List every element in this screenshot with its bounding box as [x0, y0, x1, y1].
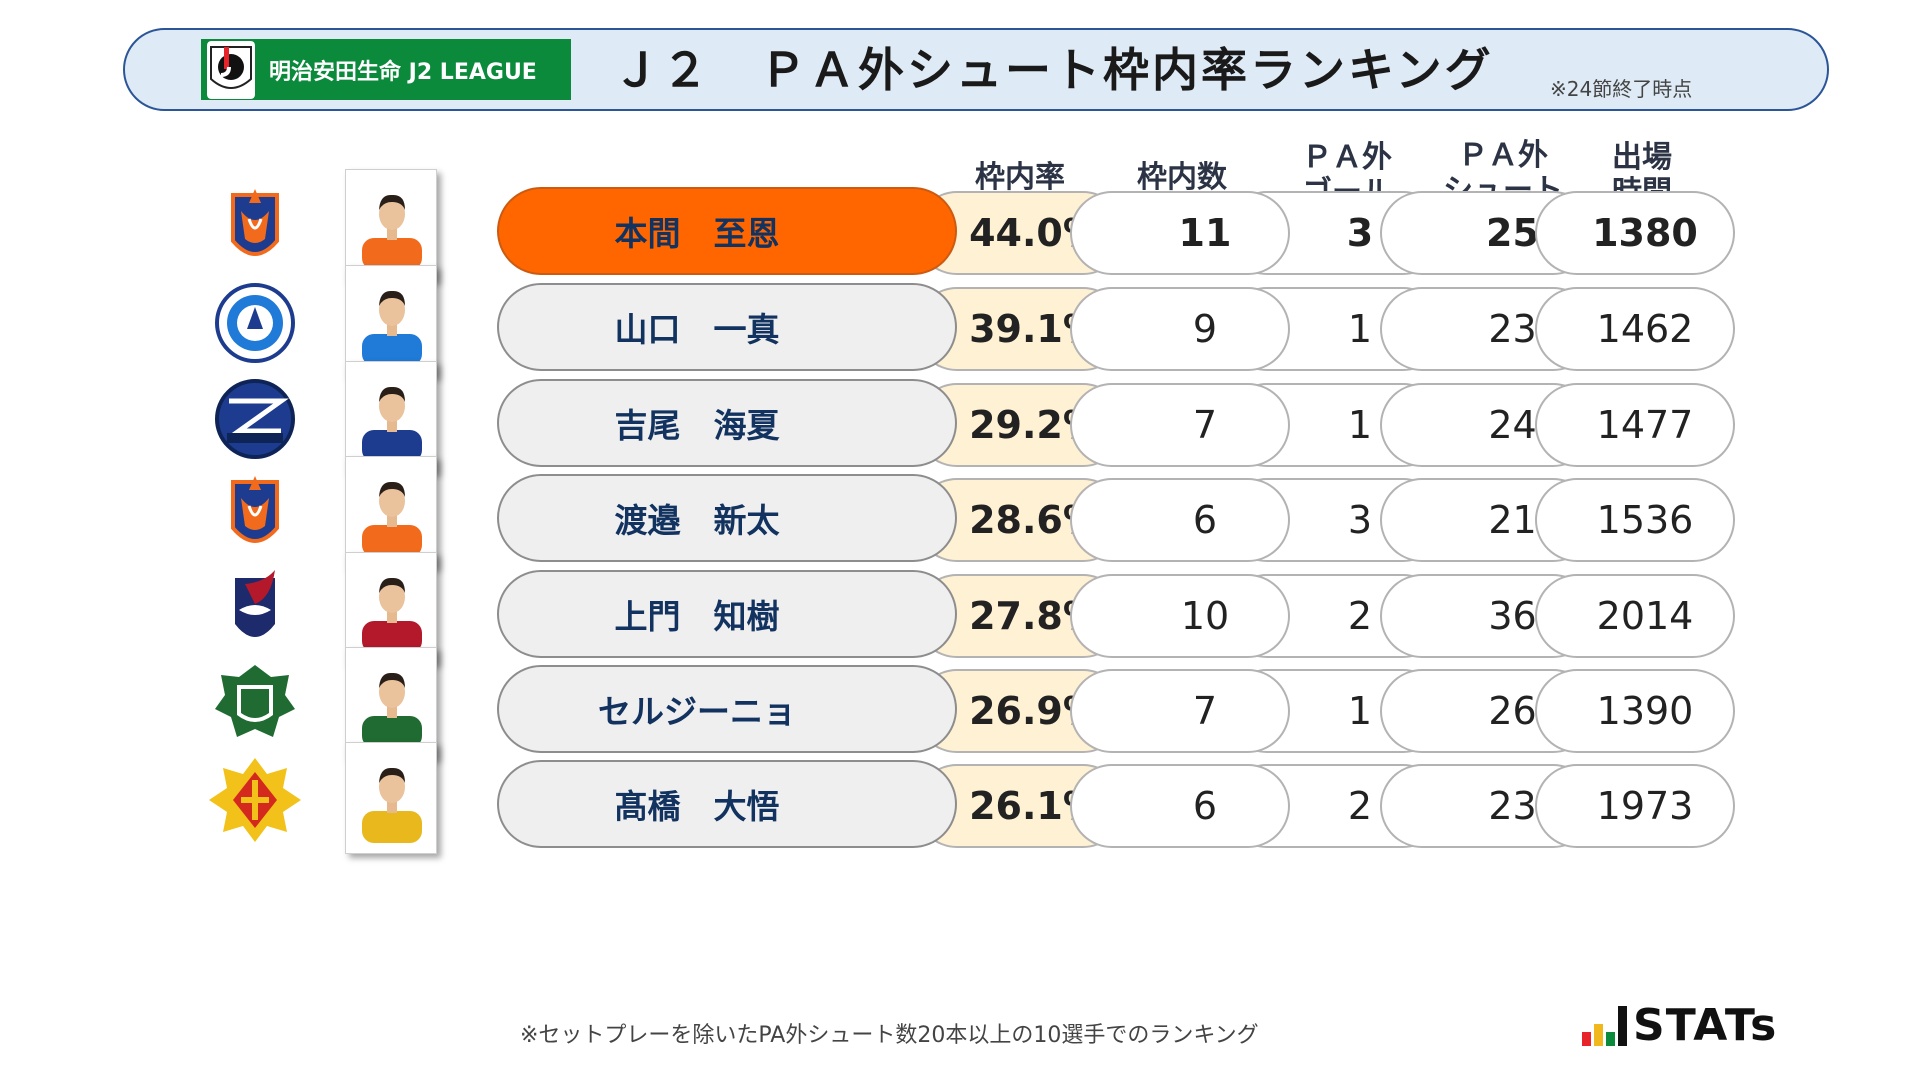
- player-name: 本間 至恩: [497, 187, 957, 275]
- minutes-played: 1973: [1535, 764, 1735, 848]
- stats-bar-icon: [1618, 1006, 1627, 1046]
- player-photo-card: [345, 552, 437, 664]
- player-name: 山口 一真: [497, 283, 957, 371]
- minutes-played: 1380: [1535, 191, 1735, 275]
- stats-logo-bars-icon: [1582, 1006, 1627, 1046]
- minutes-played: 1390: [1535, 669, 1735, 753]
- player-name: 髙橋 大悟: [497, 760, 957, 848]
- on-target-count: 6: [1070, 478, 1290, 562]
- column-header-pa-shots-line1: ＰＡ外: [1458, 138, 1548, 173]
- table-row-4: 渡邉 新太 28.6% 6 3 21 1536: [0, 456, 1920, 568]
- header-banner: 明治安田生命 J2 LEAGUE Ｊ２ ＰＡ外シュート枠内率ランキング ※24節…: [123, 28, 1829, 111]
- player-photo-card: [345, 169, 437, 281]
- table-row-1: 本間 至恩 44.0% 11 3 25 1380: [0, 169, 1920, 281]
- player-photo-card: [345, 265, 437, 377]
- column-header-on-target: 枠内数: [1137, 160, 1227, 195]
- on-target-count: 7: [1070, 383, 1290, 467]
- minutes-played: 1477: [1535, 383, 1735, 467]
- page-title: Ｊ２ ＰＡ外シュート枠内率ランキング: [613, 43, 1494, 97]
- column-header-minutes-line1: 出場: [1612, 140, 1672, 175]
- machida-zelvia-crest-icon: [215, 379, 295, 459]
- on-target-count: 7: [1070, 669, 1290, 753]
- table-row-6: セルジーニョ 26.9% 7 1 26 1390: [0, 647, 1920, 759]
- table-row-7: 髙橋 大悟 26.1% 6 2 23 1973: [0, 742, 1920, 854]
- league-name: 明治安田生命 J2 LEAGUE: [269, 59, 537, 85]
- player-name: セルジーニョ: [497, 665, 957, 753]
- giravanz-kitakyushu-crest-icon: [209, 758, 301, 842]
- league-badge: 明治安田生命 J2 LEAGUE: [201, 39, 571, 100]
- player-name: 渡邉 新太: [497, 474, 957, 562]
- minutes-played: 2014: [1535, 574, 1735, 658]
- fagiano-okayama-crest-icon: [235, 570, 275, 637]
- stats-logo: STATs: [1582, 1000, 1778, 1051]
- player-name: 吉尾 海夏: [497, 379, 957, 467]
- column-header-pa-goals-line1: ＰＡ外: [1302, 140, 1392, 175]
- on-target-count: 11: [1070, 191, 1290, 275]
- stats-bar-icon: [1606, 1032, 1615, 1046]
- player-photo: [358, 469, 426, 557]
- player-photo: [358, 278, 426, 366]
- footnote: ※セットプレーを除いたPA外シュート数20本以上の10選手でのランキング: [520, 1023, 1259, 1048]
- stats-bar-icon: [1582, 1032, 1591, 1046]
- mito-hollyhock-crest-icon: [215, 283, 295, 363]
- albirex-niigata-crest-icon: [231, 189, 279, 256]
- player-photo: [358, 182, 426, 270]
- on-target-count: 10: [1070, 574, 1290, 658]
- stats-bar-icon: [1594, 1024, 1603, 1046]
- j-league-emblem-icon: [207, 40, 255, 99]
- on-target-count: 6: [1070, 764, 1290, 848]
- as-of-note: ※24節終了時点: [1550, 77, 1693, 101]
- player-photo: [358, 755, 426, 843]
- table-row-5: 上門 知樹 27.8% 10 2 36 2014: [0, 552, 1920, 664]
- player-name: 上門 知樹: [497, 570, 957, 658]
- player-photo-card: [345, 456, 437, 568]
- column-header-rate: 枠内率: [975, 160, 1065, 195]
- player-photo: [358, 565, 426, 653]
- player-photo: [358, 660, 426, 748]
- albirex-niigata-crest-icon: [231, 476, 279, 543]
- player-photo-card: [345, 361, 437, 473]
- minutes-played: 1536: [1535, 478, 1735, 562]
- table-row-3: 吉尾 海夏 29.2% 7 1 24 1477: [0, 361, 1920, 473]
- stats-brand: STATs: [1633, 1000, 1778, 1051]
- player-photo: [358, 374, 426, 462]
- player-photo-card: [345, 742, 437, 854]
- minutes-played: 1462: [1535, 287, 1735, 371]
- on-target-count: 9: [1070, 287, 1290, 371]
- matsumoto-yamaga-crest-icon: [215, 665, 295, 737]
- table-row-2: 山口 一真 39.1% 9 1 23 1462: [0, 265, 1920, 377]
- player-photo-card: [345, 647, 437, 759]
